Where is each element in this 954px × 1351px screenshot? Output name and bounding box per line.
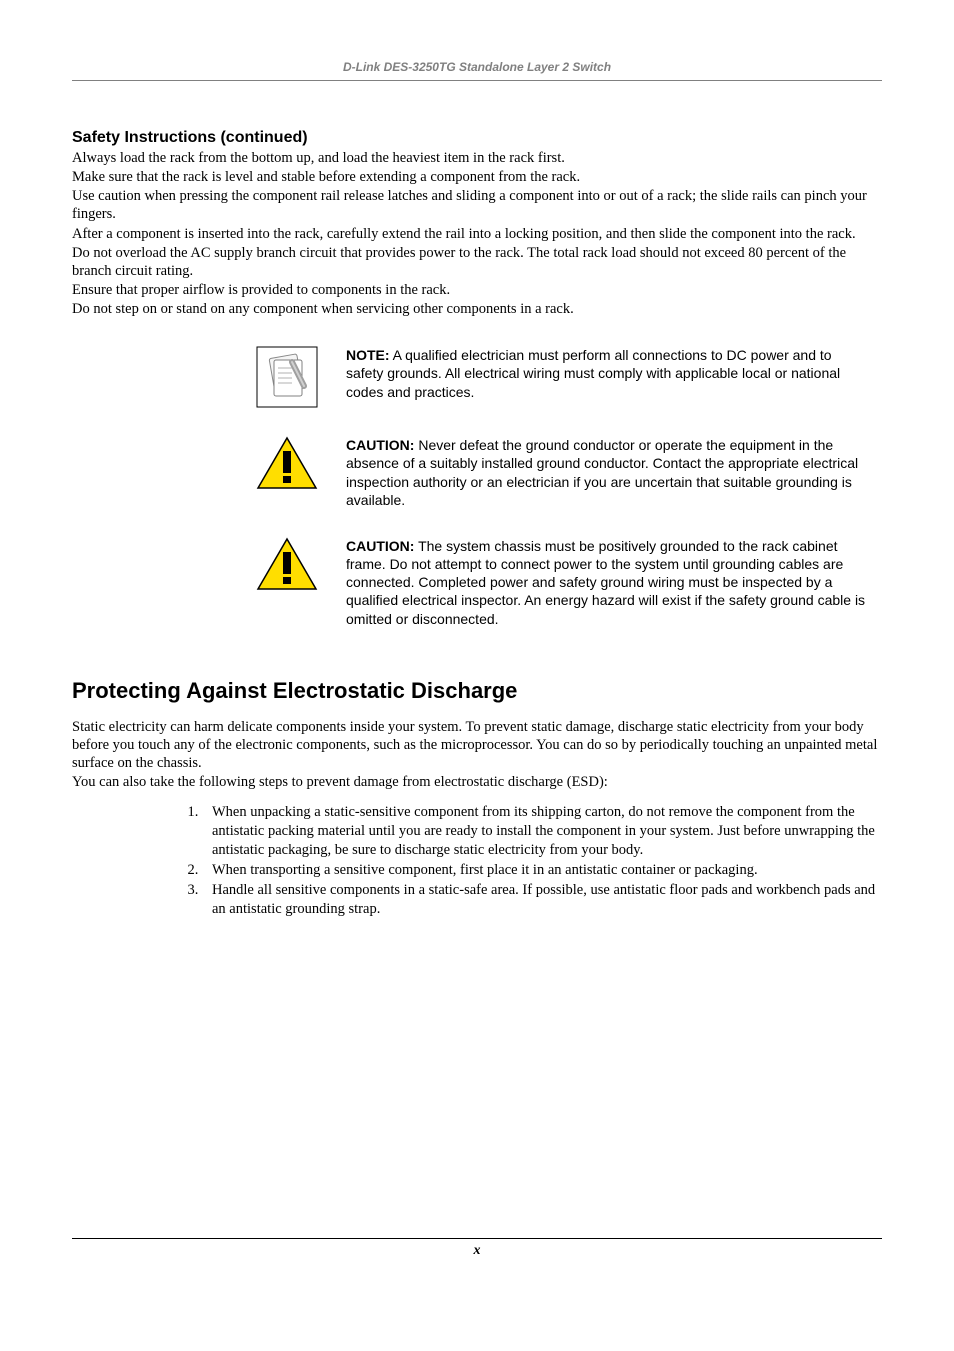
- caution-callout: CAUTION: The system chassis must be posi…: [72, 537, 882, 628]
- caution-body: The system chassis must be positively gr…: [346, 538, 865, 627]
- safety-para: Make sure that the rack is level and sta…: [72, 168, 882, 186]
- doc-header: D-Link DES-3250TG Standalone Layer 2 Swi…: [72, 60, 882, 80]
- caution-icon: [252, 537, 322, 593]
- note-body: A qualified electrician must perform all…: [346, 347, 840, 399]
- section-heading-safety: Safety Instructions (continued): [72, 129, 882, 147]
- note-icon: [252, 346, 322, 408]
- page-number: x: [72, 1243, 882, 1259]
- safety-para: Do not step on or stand on any component…: [72, 300, 882, 318]
- list-item: Handle all sensitive components in a sta…: [202, 881, 882, 919]
- esd-para: Static electricity can harm delicate com…: [72, 718, 882, 772]
- safety-para: After a component is inserted into the r…: [72, 225, 882, 243]
- note-label: NOTE:: [346, 347, 390, 363]
- list-item: When unpacking a static-sensitive compon…: [202, 803, 882, 860]
- list-item: When transporting a sensitive component,…: [202, 861, 882, 880]
- note-callout: NOTE: A qualified electrician must perfo…: [72, 346, 882, 408]
- caution-callout: CAUTION: Never defeat the ground conduct…: [72, 436, 882, 509]
- caution-label: CAUTION:: [346, 538, 414, 554]
- caution-text: CAUTION: Never defeat the ground conduct…: [346, 436, 882, 509]
- caution-body: Never defeat the ground conductor or ope…: [346, 437, 858, 508]
- safety-para: Ensure that proper airflow is provided t…: [72, 281, 882, 299]
- header-divider: [72, 80, 882, 81]
- esd-steps-list: When unpacking a static-sensitive compon…: [72, 803, 882, 918]
- esd-para: You can also take the following steps to…: [72, 773, 882, 791]
- footer-divider: [72, 1238, 882, 1239]
- caution-text: CAUTION: The system chassis must be posi…: [346, 537, 882, 628]
- safety-para: Always load the rack from the bottom up,…: [72, 149, 882, 167]
- caution-label: CAUTION:: [346, 437, 414, 453]
- safety-para: Do not overload the AC supply branch cir…: [72, 244, 882, 280]
- section-heading-esd: Protecting Against Electrostatic Dischar…: [72, 678, 882, 704]
- note-text: NOTE: A qualified electrician must perfo…: [346, 346, 882, 401]
- safety-para: Use caution when pressing the component …: [72, 187, 882, 223]
- caution-icon: [252, 436, 322, 492]
